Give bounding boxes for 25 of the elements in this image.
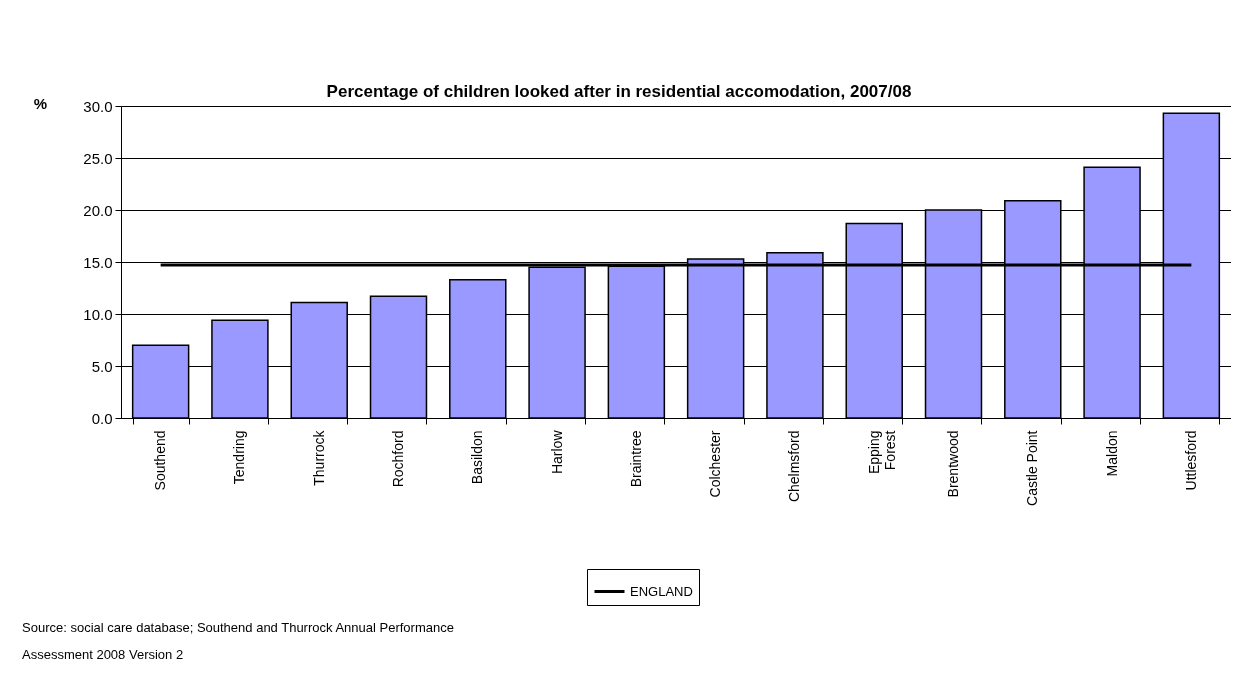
x-tick-label: Castle Point xyxy=(1024,430,1041,506)
y-tick-label: 0.0 xyxy=(91,409,113,427)
x-tick-label: Epping Forest xyxy=(865,430,898,475)
y-tick-label: 30.0 xyxy=(83,97,113,115)
x-tick-label: Braintree xyxy=(627,430,644,488)
x-tick-label: Tendring xyxy=(231,430,248,485)
x-tick-label: Thurrock xyxy=(310,429,327,486)
x-tick-label: Southend xyxy=(152,430,169,491)
y-tick-label: 20.0 xyxy=(83,201,113,219)
x-tick-label: Brentwood xyxy=(945,430,961,498)
x-tick-label: Uttlesford xyxy=(1182,430,1199,491)
chart-title: Percentage of children looked after in residential accomodation, 2007/08 xyxy=(326,82,912,101)
y-tick-label: 10.0 xyxy=(83,305,113,323)
x-tick-label: Chelmsford xyxy=(786,430,803,503)
legend-label: ENGLAND xyxy=(630,583,693,599)
y-tick-label: 5.0 xyxy=(91,357,113,375)
source-note: Source: social care database; Southend and Thurrock Annual Performance Assessment 2008 Version 2 xyxy=(22,620,454,662)
y-axis-title: % xyxy=(33,94,48,112)
x-tick-label: Rochford xyxy=(390,430,406,488)
x-tick-label: Harlow xyxy=(548,429,565,475)
y-tick-label: 15.0 xyxy=(83,253,113,271)
x-tick-label: Maldon xyxy=(1103,430,1120,477)
x-tick-label: Colchester xyxy=(707,430,724,498)
y-tick-label: 25.0 xyxy=(83,149,113,167)
x-tick-label: Basildon xyxy=(469,430,486,485)
